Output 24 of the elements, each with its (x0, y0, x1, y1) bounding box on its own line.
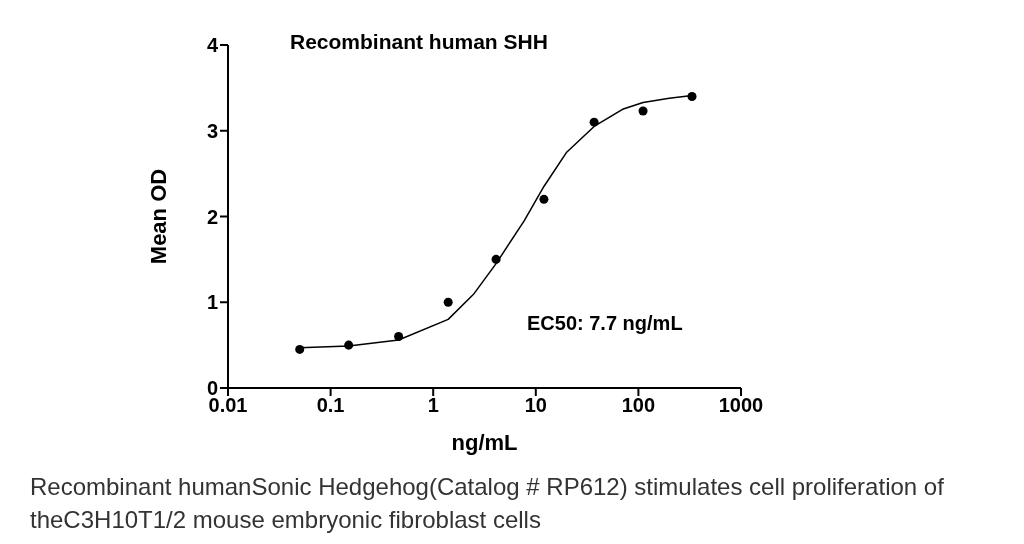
point (687, 91, 697, 101)
y-tick-label: 1 (206, 291, 218, 314)
y-tick-label: 2 (206, 205, 218, 228)
x-tick-label: 10 (524, 394, 547, 417)
point (295, 344, 305, 354)
x-tick-label: 1000 (718, 394, 764, 417)
point (589, 117, 599, 127)
point (638, 106, 648, 116)
y-tick-label: 3 (206, 119, 218, 142)
x-tick-label: 0.01 (208, 394, 248, 417)
point (344, 340, 354, 350)
x-axis-title: ng/mL (451, 430, 518, 455)
point (491, 254, 501, 264)
text: Recombinant humanSonic Hedgehog(Catalog # RP612) stimulates cell proliferation of theC3H10T1/2 mouse embryonic fibroblast cells (30, 472, 945, 535)
point (539, 194, 549, 204)
x-tick-label: 0.1 (316, 394, 345, 417)
y-tick-label: 4 (206, 34, 219, 57)
x-tick-label: 100 (621, 394, 656, 417)
chart-title: Recombinant human SHH (290, 30, 548, 54)
point (443, 297, 453, 307)
annotation: EC50: 7.7 ng/mL (527, 312, 683, 335)
x-tick-label: 1 (427, 394, 439, 417)
y-axis-title: Mean OD (145, 168, 171, 265)
point (394, 332, 404, 342)
